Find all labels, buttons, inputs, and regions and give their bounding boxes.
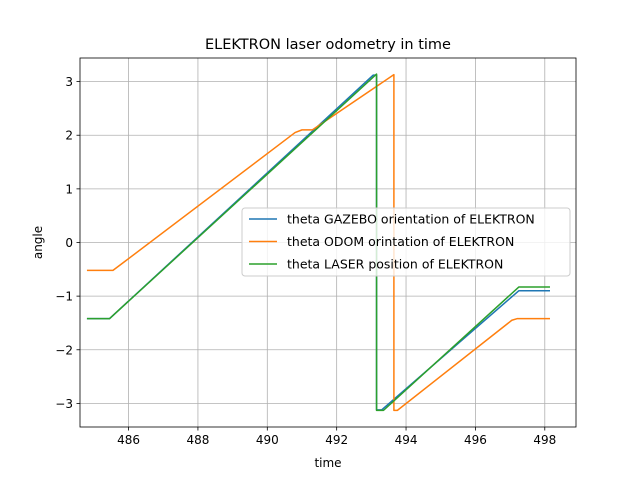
y-tick-label: −2 — [55, 343, 73, 357]
x-tick-label: 498 — [533, 433, 556, 447]
x-tick-label: 492 — [325, 433, 348, 447]
legend-label-3: theta LASER position of ELEKTRON — [287, 257, 503, 272]
y-tick-label: 3 — [65, 75, 73, 89]
legend-box — [241, 207, 571, 277]
y-tick-label: −1 — [55, 290, 73, 304]
x-tick-label: 494 — [395, 433, 418, 447]
legend-label-1: theta GAZEBO orientation of ELEKTRON — [287, 212, 535, 227]
legend-label-2: theta ODOM orintation of ELEKTRON — [287, 234, 514, 249]
x-tick-label: 490 — [256, 433, 279, 447]
chart-title: ELEKTRON laser odometry in time — [205, 37, 451, 53]
y-tick-label: 2 — [65, 129, 73, 143]
series-line-3 — [86, 73, 550, 412]
y-axis-label: angle — [31, 226, 45, 259]
series-line-2 — [86, 73, 550, 412]
axis-ticks: 486 488 490 492 494 496 498 −3 −2 −1 0 1 2 3 — [55, 75, 556, 447]
x-tick-label: 496 — [464, 433, 487, 447]
x-tick-label: 486 — [117, 433, 140, 447]
y-tick-label: 0 — [65, 236, 73, 250]
x-tick-label: 488 — [186, 433, 209, 447]
y-tick-label: −3 — [55, 397, 73, 411]
y-tick-label: 1 — [65, 182, 73, 196]
x-axis-label: time — [314, 456, 341, 470]
legend: theta GAZEBO orientation of ELEKTRON thet… — [241, 207, 571, 277]
